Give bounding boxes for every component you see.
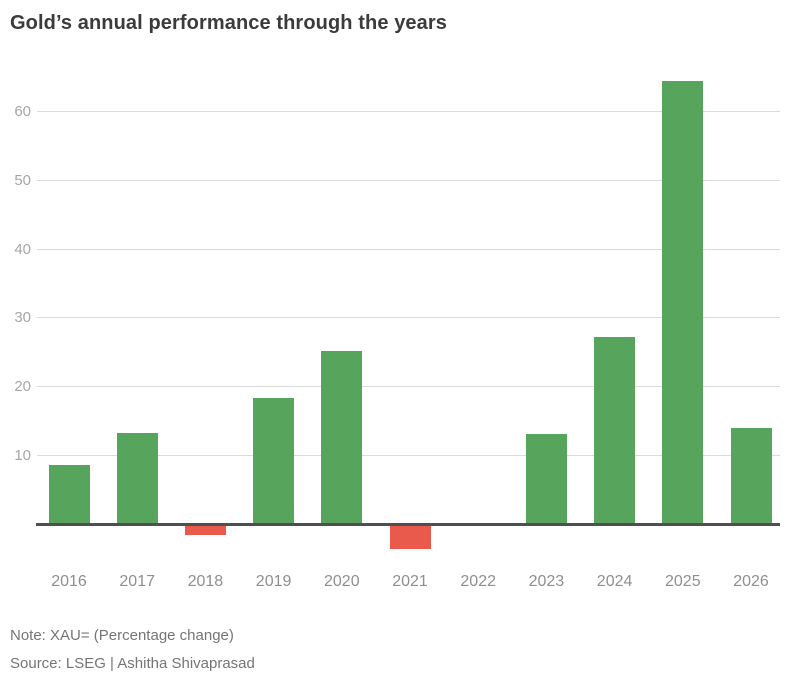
x-axis-label-2016: 2016 [51,573,87,590]
gridline-50 [37,179,780,181]
bar-2021 [389,524,431,549]
chart-note: Note: XAU= (Percentage change) [10,627,234,644]
bar-2016 [48,465,90,524]
bar-2017 [116,433,158,524]
bar-2024 [594,336,636,524]
y-axis-tick-label: 60 [14,102,31,120]
x-axis-label-2026: 2026 [733,573,769,590]
x-axis-label-2020: 2020 [324,573,360,590]
gridline-10 [37,455,780,457]
bar-2025 [662,80,704,524]
chart-source: Source: LSEG | Ashitha Shivaprasad [10,655,255,672]
bar-2019 [253,398,295,524]
gridline-60 [37,110,780,112]
x-axis-label-2019: 2019 [255,573,292,590]
x-axis-label-2017: 2017 [119,573,155,590]
bar-2023 [525,433,567,524]
bar-2018 [184,524,226,536]
gridline-30 [37,317,780,319]
y-axis-tick-label: 30 [14,309,31,327]
x-axis-label-2022: 2022 [460,573,496,590]
bar-2020 [321,351,363,524]
bar-2026 [730,427,772,524]
x-axis-label-2023: 2023 [528,573,565,590]
y-axis-tick-label: 50 [14,171,31,189]
x-axis-label-2021: 2021 [392,573,428,590]
gridline-20 [37,386,780,388]
x-axis-label-2018: 2018 [187,573,224,590]
x-axis-label-2025: 2025 [665,573,701,590]
chart-title: Gold’s annual performance through the ye… [10,12,447,34]
y-axis-tick-label: 10 [14,447,31,465]
gridline-40 [37,248,780,250]
zero-axis-line [36,523,780,526]
x-axis-label-2024: 2024 [596,573,633,590]
y-axis-tick-label: 40 [14,240,31,258]
y-axis-tick-label: 20 [14,378,31,396]
